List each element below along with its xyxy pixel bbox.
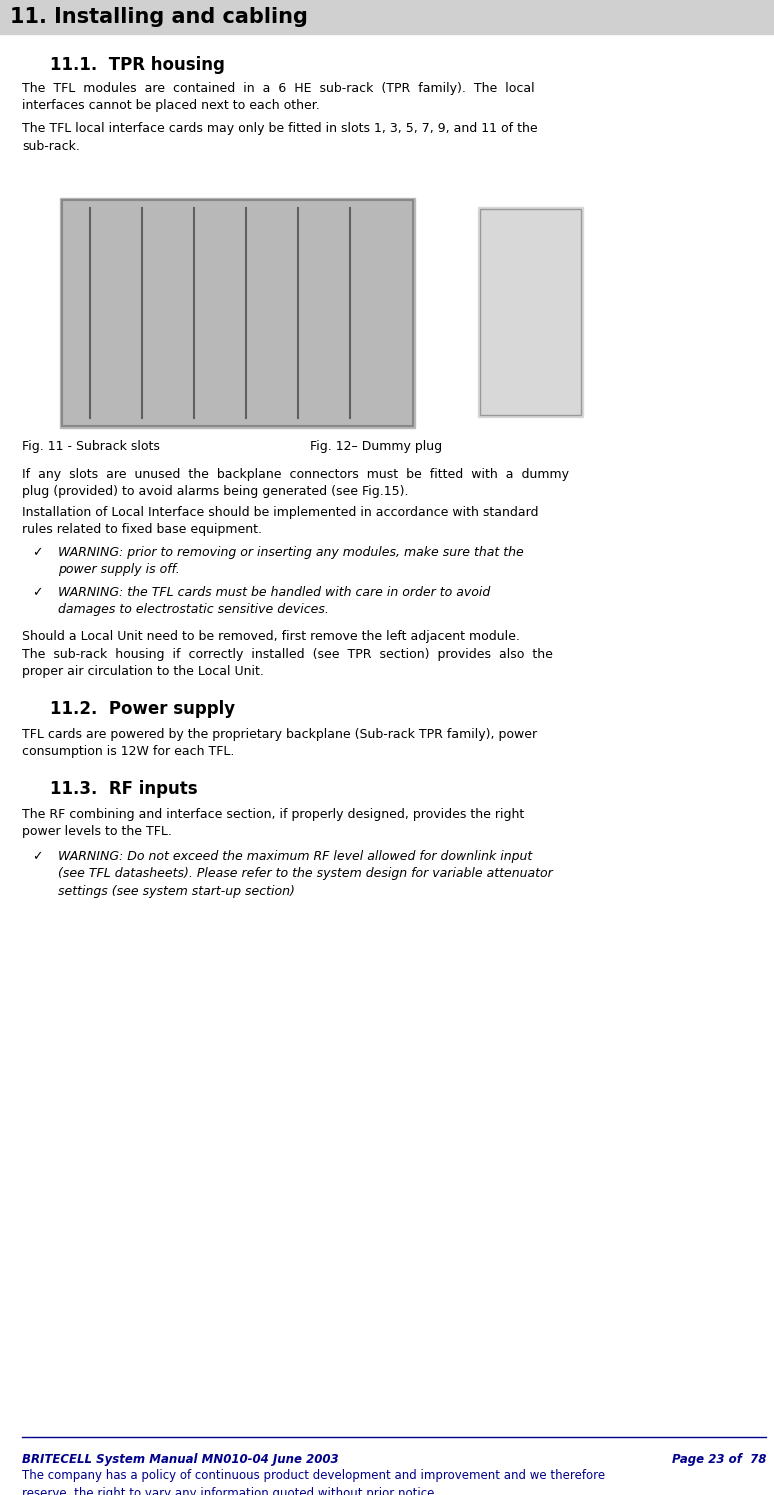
Text: The TFL local interface cards may only be fitted in slots 1, 3, 5, 7, 9, and 11 : The TFL local interface cards may only b… xyxy=(22,123,538,152)
Text: The RF combining and interface section, if properly designed, provides the right: The RF combining and interface section, … xyxy=(22,807,524,839)
Text: 11.2.  Power supply: 11.2. Power supply xyxy=(50,700,235,718)
Text: 11.3.  RF inputs: 11.3. RF inputs xyxy=(50,780,197,798)
Text: 11. Installing and cabling: 11. Installing and cabling xyxy=(10,7,308,27)
Text: BRITECELL System Manual MN010-04 June 2003: BRITECELL System Manual MN010-04 June 20… xyxy=(22,1453,339,1467)
Bar xyxy=(480,209,581,416)
Bar xyxy=(478,206,583,417)
Text: ✓: ✓ xyxy=(32,546,43,559)
Text: If  any  slots  are  unused  the  backplane  connectors  must  be  fitted  with : If any slots are unused the backplane co… xyxy=(22,468,569,498)
Text: WARNING: Do not exceed the maximum RF level allowed for downlink input
(see TFL : WARNING: Do not exceed the maximum RF le… xyxy=(58,851,553,898)
Bar xyxy=(60,197,415,428)
Text: Should a Local Unit need to be removed, first remove the left adjacent module.: Should a Local Unit need to be removed, … xyxy=(22,629,520,643)
Text: Fig. 11 - Subrack slots: Fig. 11 - Subrack slots xyxy=(22,440,160,453)
Bar xyxy=(0,0,774,34)
Text: 11.1.  TPR housing: 11.1. TPR housing xyxy=(50,55,225,73)
Text: ✓: ✓ xyxy=(32,851,43,863)
Text: WARNING: prior to removing or inserting any modules, make sure that the
power su: WARNING: prior to removing or inserting … xyxy=(58,546,524,577)
Text: ✓: ✓ xyxy=(32,586,43,599)
Text: WARNING: the TFL cards must be handled with care in order to avoid
damages to el: WARNING: the TFL cards must be handled w… xyxy=(58,586,490,616)
Text: The company has a policy of continuous product development and improvement and w: The company has a policy of continuous p… xyxy=(22,1470,605,1495)
Text: The  sub-rack  housing  if  correctly  installed  (see  TPR  section)  provides : The sub-rack housing if correctly instal… xyxy=(22,647,553,679)
Text: Fig. 12– Dummy plug: Fig. 12– Dummy plug xyxy=(310,440,442,453)
Text: The  TFL  modules  are  contained  in  a  6  HE  sub-rack  (TPR  family).  The  : The TFL modules are contained in a 6 HE … xyxy=(22,82,535,112)
Bar xyxy=(62,200,413,426)
Text: Installation of Local Interface should be implemented in accordance with standar: Installation of Local Interface should b… xyxy=(22,505,539,537)
Text: Page 23 of  78: Page 23 of 78 xyxy=(672,1453,766,1467)
Text: TFL cards are powered by the proprietary backplane (Sub-rack TPR family), power
: TFL cards are powered by the proprietary… xyxy=(22,728,537,758)
